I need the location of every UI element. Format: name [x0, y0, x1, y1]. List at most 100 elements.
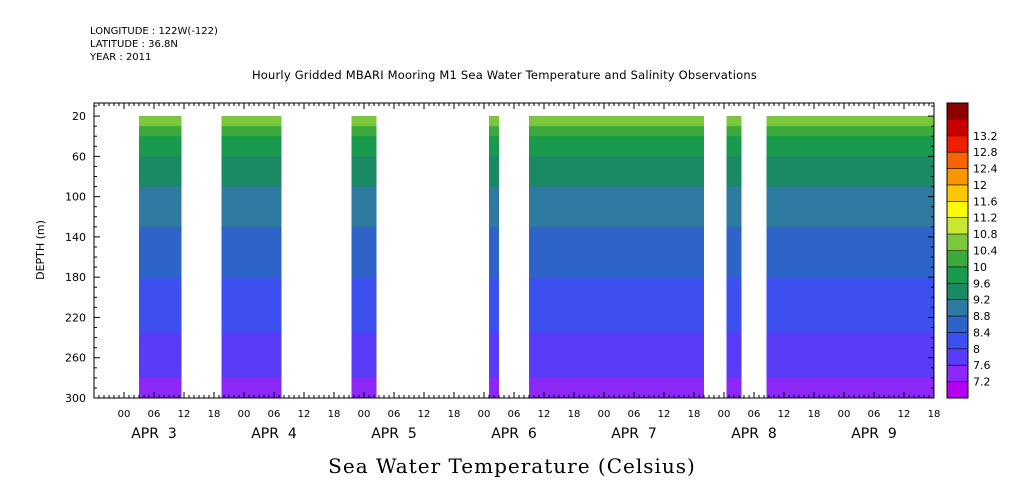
temperature-cell [529, 367, 704, 374]
temperature-cell [766, 277, 934, 283]
temperature-cell [139, 322, 182, 329]
x-hour-label: 00 [598, 409, 611, 420]
temperature-cell [766, 307, 934, 314]
temperature-cell [139, 382, 182, 389]
colorbar-swatch [947, 152, 968, 169]
colorbar-label: 7.2 [973, 376, 991, 389]
colorbar-label: 11.2 [973, 212, 998, 225]
temperature-cell [726, 342, 742, 349]
temperature-cell [766, 116, 934, 122]
temperature-cell [351, 277, 377, 283]
colorbar-swatch [947, 348, 968, 366]
temperature-cell [726, 116, 742, 122]
temperature-cell [221, 211, 282, 218]
temperature-cell [221, 322, 282, 329]
temperature-cell [139, 337, 182, 344]
temperature-cell [221, 332, 282, 339]
temperature-cell [351, 201, 377, 208]
temperature-cell [766, 206, 934, 213]
temperature-cell [766, 121, 934, 127]
temperature-cell [529, 141, 704, 147]
temperature-cell [489, 337, 499, 344]
temperature-cell [489, 352, 499, 359]
temperature-cell [351, 367, 377, 374]
temperature-cell [766, 352, 934, 359]
temperature-cell [489, 246, 499, 253]
temperature-cell [489, 287, 499, 293]
temperature-cell [489, 176, 499, 183]
temperature-cell [351, 322, 377, 329]
temperature-cell [489, 382, 499, 389]
temperature-cell [221, 252, 282, 258]
temperature-cell [726, 206, 742, 213]
temperature-cell [139, 196, 182, 203]
temperature-cell [726, 317, 742, 324]
temperature-cell [221, 257, 282, 263]
temperature-cell [139, 211, 182, 218]
temperature-cell [489, 317, 499, 324]
temperature-cell [489, 297, 499, 303]
temperature-cell [529, 352, 704, 359]
temperature-cell [726, 126, 742, 132]
temperature-cell [726, 287, 742, 293]
temperature-cell [726, 231, 742, 238]
x-hour-label: 06 [148, 409, 161, 420]
temperature-cell [529, 387, 704, 394]
y-tick-label: 260 [65, 352, 86, 365]
temperature-cell [139, 171, 182, 178]
temperature-cell [489, 161, 499, 168]
x-hour-label: 18 [688, 409, 701, 420]
temperature-cell [351, 257, 377, 263]
temperature-cell [221, 312, 282, 319]
temperature-cell [489, 257, 499, 263]
temperature-cell [351, 181, 377, 188]
temperature-cell [221, 277, 282, 283]
temperature-cell [726, 196, 742, 203]
temperature-cell [529, 156, 704, 162]
temperature-cell [489, 116, 499, 122]
temperature-cell [139, 186, 182, 193]
x-hour-label: 12 [898, 409, 911, 420]
temperature-cell [351, 287, 377, 293]
temperature-cell [766, 161, 934, 168]
data-segment [726, 116, 742, 398]
temperature-cell [221, 352, 282, 359]
temperature-cell [766, 191, 934, 198]
temperature-cell [351, 156, 377, 162]
temperature-cell [489, 272, 499, 278]
temperature-cell [489, 252, 499, 258]
temperature-cell [351, 236, 377, 243]
colorbar-label: 10 [973, 261, 987, 274]
x-hour-label: 06 [628, 409, 641, 420]
temperature-cell [529, 302, 704, 308]
temperature-cell [766, 292, 934, 298]
temperature-cell [529, 337, 704, 344]
y-tick-label: 20 [72, 110, 86, 123]
temperature-cell [529, 297, 704, 303]
temperature-cell [766, 387, 934, 394]
temperature-cell [489, 231, 499, 238]
colorbar-label: 12.8 [973, 146, 998, 159]
x-hour-label: 12 [658, 409, 671, 420]
temperature-cell [139, 146, 182, 152]
temperature-cell [139, 392, 182, 398]
temperature-cell [766, 221, 934, 228]
x-hour-label: 06 [508, 409, 521, 420]
chart-title: Hourly Gridded MBARI Mooring M1 Sea Wate… [251, 68, 758, 82]
x-hour-label: 18 [568, 409, 581, 420]
temperature-cell [489, 226, 499, 233]
temperature-cell [529, 126, 704, 132]
temperature-cell [726, 121, 742, 127]
temperature-cell [351, 332, 377, 339]
temperature-cell [139, 176, 182, 183]
temperature-cell [351, 166, 377, 173]
temperature-cell [351, 282, 377, 288]
temperature-cell [529, 221, 704, 228]
temperature-cell [726, 372, 742, 379]
temperature-cell [489, 166, 499, 173]
temperature-cell [766, 131, 934, 137]
temperature-cell [766, 176, 934, 183]
temperature-cell [221, 317, 282, 324]
temperature-cell [351, 246, 377, 253]
